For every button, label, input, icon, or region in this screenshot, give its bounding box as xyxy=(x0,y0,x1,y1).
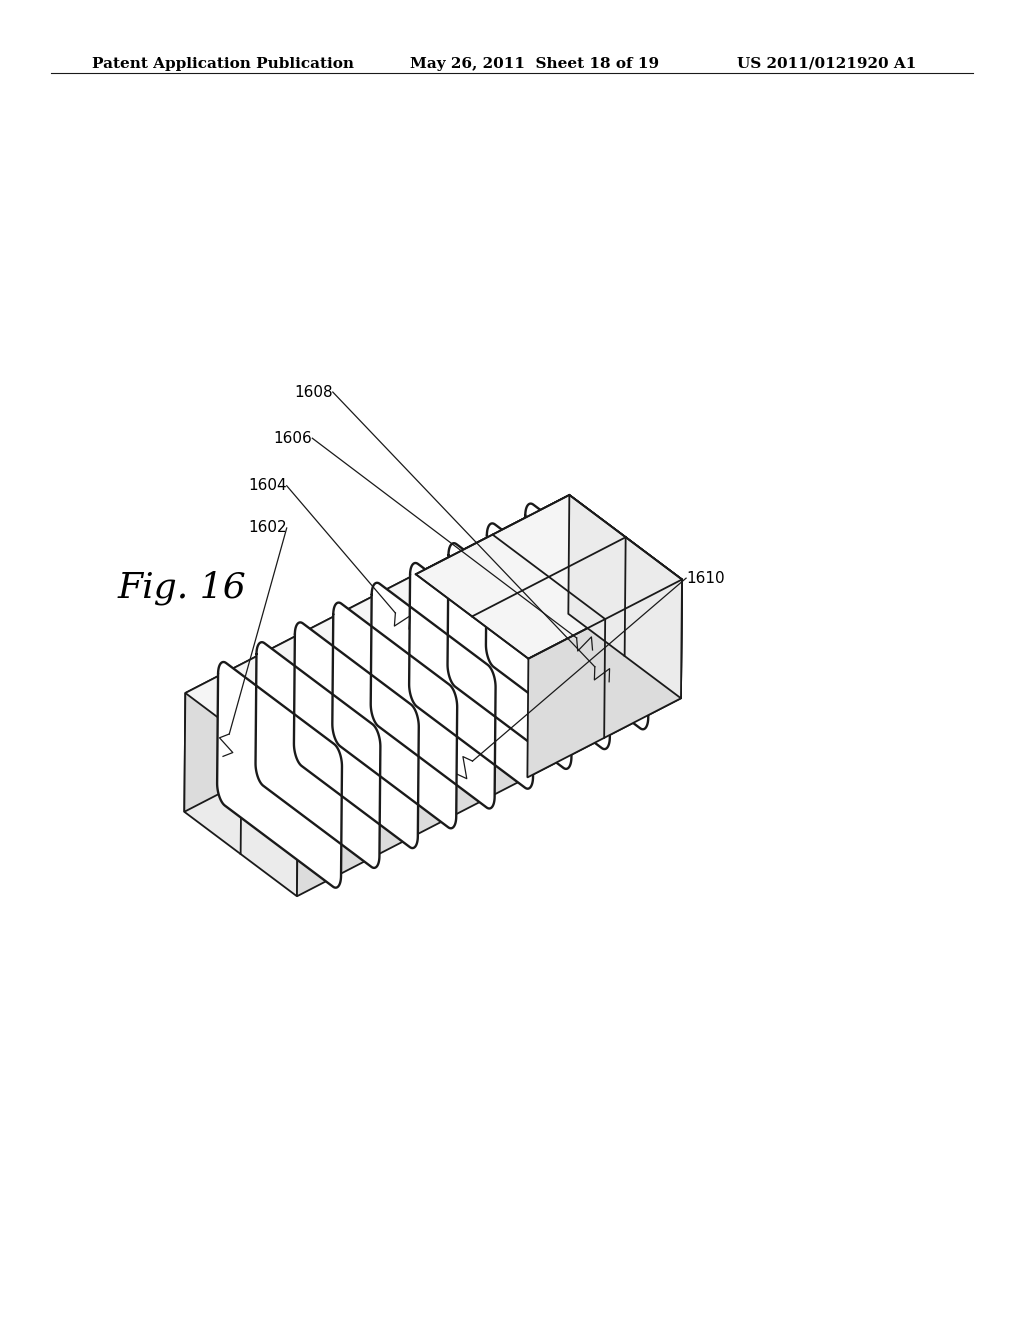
Polygon shape xyxy=(568,495,682,698)
Polygon shape xyxy=(524,504,649,729)
Polygon shape xyxy=(410,564,534,788)
Polygon shape xyxy=(416,495,682,659)
Polygon shape xyxy=(297,579,682,896)
Polygon shape xyxy=(486,524,610,748)
Polygon shape xyxy=(371,583,496,808)
Text: 1608: 1608 xyxy=(294,384,333,400)
Text: US 2011/0121920 A1: US 2011/0121920 A1 xyxy=(737,57,916,71)
Text: 1602: 1602 xyxy=(248,520,287,536)
Polygon shape xyxy=(184,495,569,812)
Polygon shape xyxy=(294,623,419,847)
Polygon shape xyxy=(568,495,682,698)
Text: May 26, 2011  Sheet 18 of 19: May 26, 2011 Sheet 18 of 19 xyxy=(410,57,658,71)
Polygon shape xyxy=(184,693,298,896)
Text: Patent Application Publication: Patent Application Publication xyxy=(92,57,354,71)
Polygon shape xyxy=(185,495,682,777)
Polygon shape xyxy=(447,544,572,768)
Text: 1610: 1610 xyxy=(686,570,725,586)
Polygon shape xyxy=(217,663,342,887)
Polygon shape xyxy=(333,603,457,828)
Polygon shape xyxy=(256,643,380,867)
Polygon shape xyxy=(527,579,682,777)
Text: 1606: 1606 xyxy=(273,430,312,446)
Text: Fig. 16: Fig. 16 xyxy=(118,570,247,605)
Text: 1604: 1604 xyxy=(248,478,287,494)
